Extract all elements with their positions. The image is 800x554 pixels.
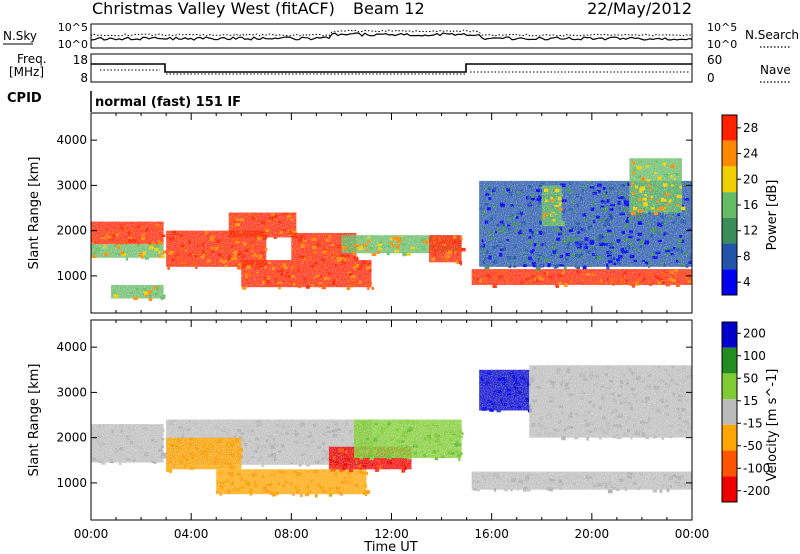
- colorbar-tick-label: 8: [743, 249, 751, 263]
- x-tick-label: 20:00: [575, 527, 610, 541]
- colorbar-segment: [722, 243, 737, 270]
- sky-panel-frame: [90, 23, 693, 49]
- y-tick-label: 4000: [56, 133, 87, 147]
- x-tick-label: 12:00: [374, 527, 409, 541]
- beam-label: Beam 12: [353, 0, 425, 18]
- power-ylabel: Slant Range [km]: [27, 157, 42, 270]
- power-speckle-overlay: [91, 113, 692, 313]
- time-axis-label: Time UT: [363, 540, 417, 554]
- colorbar-segment: [722, 115, 737, 141]
- echo-speck: [691, 226, 692, 230]
- colorbar-segment: [722, 347, 737, 374]
- search-noise-trace: [90, 29, 693, 37]
- colorbar-frame: [721, 321, 738, 503]
- colorbar-tick-label: 200: [743, 326, 766, 340]
- y-tick-label: 2000: [56, 224, 87, 238]
- y-tick-label: 4000: [56, 340, 87, 354]
- velocity-panel-frame: [90, 319, 693, 521]
- nave-right-tick-top: 60: [707, 53, 722, 67]
- colorbar-segment: [722, 399, 737, 425]
- x-tick-label: 04:00: [174, 527, 209, 541]
- sky-left-tick-top: 10^5: [58, 21, 88, 34]
- velocity-speckle-overlay: [91, 320, 692, 520]
- colorbar-tick-label: 24: [743, 147, 758, 161]
- power-panel: 1000 2000 3000 4000 Slant Range [km] 28 24 20…: [27, 112, 780, 314]
- y-tick-label: 3000: [56, 385, 87, 399]
- sky-left-tick-bottom: 10^0: [58, 38, 88, 51]
- colorbar-tick-label: 100: [743, 349, 766, 363]
- velocity-colorbar-label: Velocity [m s^-1]: [765, 369, 780, 482]
- nave-right-tick-bottom: 0: [707, 71, 715, 85]
- frequency-trace: [91, 63, 692, 73]
- freq-left-tick-top: 18: [73, 53, 88, 67]
- freq-unit-label: [MHz]: [9, 65, 44, 79]
- x-tick-label: 00:00: [675, 527, 710, 541]
- colorbar-segment: [722, 373, 737, 400]
- colorbar-segment: [722, 424, 737, 451]
- colorbar-tick-label: 50: [743, 371, 758, 385]
- y-tick-label: 1000: [56, 476, 87, 490]
- sky-right-tick-bottom: 10^0: [707, 38, 737, 51]
- frequency-panel: Freq. [MHz] 18 8 60 0 Nave: [9, 52, 791, 85]
- station-title: Christmas Valley West (fitACF): [92, 0, 335, 18]
- nave-label: Nave: [760, 63, 791, 77]
- y-tick-label: 1000: [56, 269, 87, 283]
- date-label: 22/May/2012: [587, 0, 692, 18]
- colorbar-tick-label: 12: [743, 224, 758, 238]
- power-colorbar-label: Power [dB]: [765, 180, 780, 251]
- velocity-panel: 1000 2000 3000 4000 00:00 04:00 08:00 12:00 16:0…: [27, 319, 780, 554]
- velocity-colorbar: 200 100 50 15 -15 -50 -100 -200: [721, 321, 770, 503]
- power-panel-frame: [90, 112, 693, 314]
- colorbar-segment: [722, 450, 737, 477]
- colorbar-tick-label: -15: [743, 416, 763, 430]
- x-tick-label: 08:00: [274, 527, 309, 541]
- nave-trace: [100, 69, 690, 75]
- cpid-label: CPID: [7, 91, 42, 106]
- freq-panel-frame: [90, 53, 693, 83]
- x-tick-label: 16:00: [474, 527, 509, 541]
- y-tick-label: 3000: [56, 178, 87, 192]
- colorbar-segment: [722, 192, 737, 218]
- colorbar-tick-label: 15: [743, 394, 758, 408]
- cpid-mode: normal (fast) 151 IF: [95, 95, 241, 110]
- sky-left-label: N.Sky: [3, 29, 37, 43]
- search-right-label: N.Search: [745, 28, 799, 42]
- power-axes: 1000 2000 3000 4000: [56, 113, 693, 313]
- colorbar-segment: [722, 140, 737, 167]
- colorbar-segment: [722, 322, 737, 348]
- colorbar-tick-label: 4: [743, 275, 751, 289]
- colorbar-segment: [722, 166, 737, 193]
- colorbar-tick-label: -50: [743, 439, 763, 453]
- sky-noise-trace: [90, 32, 693, 41]
- freq-label: Freq.: [17, 52, 47, 66]
- colorbar-tick-label: -200: [743, 484, 770, 498]
- sky-right-tick-top: 10^5: [707, 21, 737, 34]
- velocity-axes: 1000 2000 3000 4000 00:00 04:00 08:00 12:00 16:0…: [56, 320, 709, 541]
- velocity-ylabel: Slant Range [km]: [27, 364, 42, 477]
- colorbar-segment: [722, 476, 737, 502]
- colorbar-tick-label: -100: [743, 461, 770, 475]
- colorbar-segment: [722, 269, 737, 295]
- power-colorbar: 28 24 20 16 12 8 4: [721, 114, 758, 296]
- colorbar-tick-label: 28: [743, 121, 758, 135]
- freq-left-tick-bottom: 8: [80, 71, 88, 85]
- colorbar-tick-label: 16: [743, 198, 758, 212]
- colorbar-tick-label: 20: [743, 172, 758, 186]
- y-tick-label: 2000: [56, 431, 87, 445]
- sky-noise-panel: N.Sky 10^5 10^0 10^5 10^0 N.Search: [3, 21, 799, 51]
- velocity-colorbar-label-main: Velocity [m s^-1]: [765, 369, 780, 482]
- colorbar-segment: [722, 217, 737, 244]
- x-tick-label: 00:00: [74, 527, 109, 541]
